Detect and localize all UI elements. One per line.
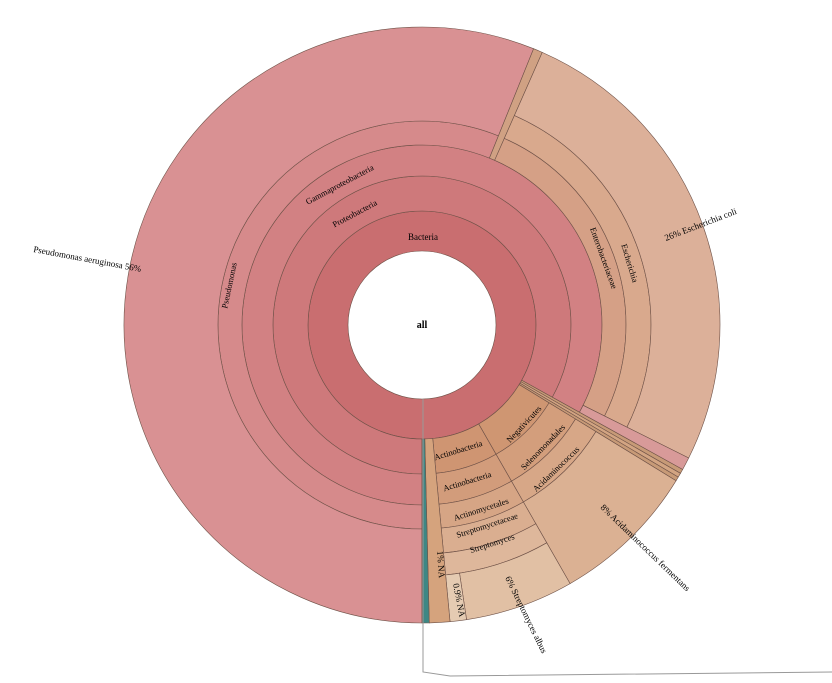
segment-pseudomonas-aeruginosa[interactable]: Pseudomonas aeruginosa — [123, 26, 535, 624]
label-na-1-pct: 1% NA — [435, 550, 447, 578]
label-p-aeruginosa-pct: Pseudomonas aeruginosa 56% — [33, 244, 143, 274]
leader-line — [422, 399, 832, 677]
segment-teal-sliver[interactable] — [421, 438, 430, 624]
segment-escherichia-coli[interactable]: Escherichia coli — [514, 51, 721, 459]
label-all: all — [417, 320, 428, 331]
label-bacteria: Bacteria — [408, 232, 438, 242]
